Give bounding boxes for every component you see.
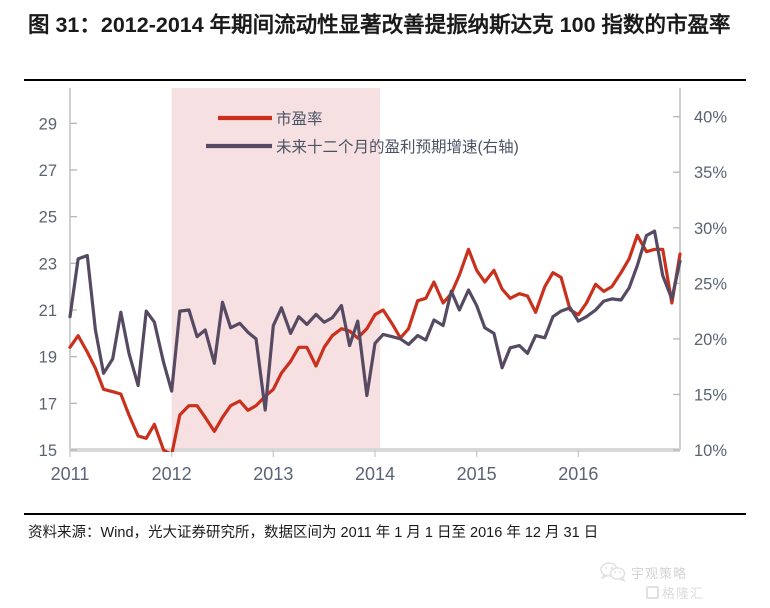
- figure-title-wrap: 图 31：2012-2014 年期间流动性显著改善提振纳斯达克 100 指数的市…: [28, 8, 740, 42]
- legend-item-pe-label: 市盈率: [276, 110, 323, 128]
- right-axis-tick-label: 25%: [694, 275, 727, 293]
- right-axis-tick-label: 40%: [694, 109, 727, 127]
- left-axis-tick-label: 29: [39, 115, 57, 133]
- right-axis-tick-label: 35%: [694, 164, 727, 182]
- source-divider: [24, 513, 746, 515]
- left-axis-tick-label: 21: [39, 302, 57, 320]
- left-axis-tick-label: 15: [39, 442, 57, 460]
- legend-item-growth-label: 未来十二个月的盈利预期增速(右轴): [276, 138, 519, 156]
- source-note: 资料来源：Wind，光大证券研究所，数据区间为 2011 年 1 月 1 日至 …: [28, 525, 599, 541]
- left-axis-tick-label: 25: [39, 209, 57, 227]
- right-axis-tick-label: 20%: [694, 331, 727, 349]
- x-axis-tick-label: 2016: [558, 464, 598, 484]
- series-line-growth: [68, 229, 682, 412]
- watermark-brand-row: 格隆汇: [646, 583, 760, 602]
- chart-plot-area: 15 17 19 21 23 25 27 29 10% 15% 20% 25% 30% 35% 40% 201…: [0, 88, 770, 488]
- series-line-pe: [68, 233, 682, 452]
- x-axis-tick-label: 2014: [355, 464, 395, 484]
- wechat-icon: [600, 562, 626, 582]
- left-axis-tick-label: 17: [39, 395, 57, 413]
- x-axis-tick-label: 2011: [51, 464, 90, 484]
- line-chart: 15 17 19 21 23 25 27 29 10% 15% 20% 25% 30% 35% 40% 201…: [39, 88, 727, 484]
- right-axis-tick-label: 10%: [694, 442, 727, 460]
- right-axis-tick-label: 15%: [694, 386, 727, 404]
- page-title: 图 31：2012-2014 年期间流动性显著改善提振纳斯达克 100 指数的市…: [28, 13, 731, 37]
- watermark-account-name: 宇观策略: [631, 565, 688, 581]
- watermark-account-row: 宇观策略: [600, 562, 760, 582]
- right-axis-tick-label: 30%: [694, 220, 727, 238]
- x-axis-tick-label: 2013: [253, 464, 293, 484]
- left-axis-tick-label: 23: [39, 255, 57, 273]
- brand-logo-icon: [646, 586, 659, 599]
- shaded-period-band: [171, 88, 381, 450]
- left-axis-tick-label: 19: [39, 349, 57, 367]
- x-axis-tick-label: 2012: [152, 464, 192, 484]
- left-axis-tick-label: 27: [39, 162, 57, 180]
- x-axis-tick-label: 2015: [457, 464, 497, 484]
- watermark: 宇观策略 格隆汇: [600, 562, 760, 606]
- title-divider: [24, 79, 746, 81]
- watermark-brand-name: 格隆汇: [662, 586, 705, 601]
